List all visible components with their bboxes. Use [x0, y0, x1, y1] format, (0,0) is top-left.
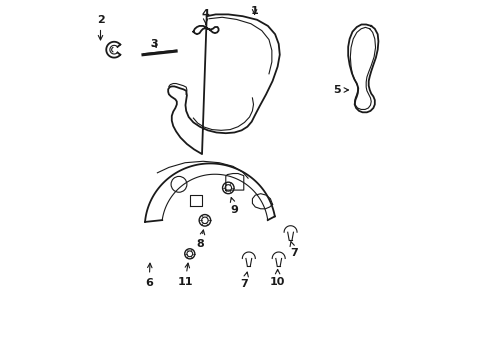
Text: 1: 1 — [250, 6, 258, 16]
Text: 8: 8 — [196, 230, 204, 249]
Text: 9: 9 — [230, 198, 238, 215]
Text: 4: 4 — [201, 9, 209, 24]
Text: 3: 3 — [150, 39, 157, 49]
Text: 11: 11 — [177, 263, 192, 287]
Text: 7: 7 — [289, 242, 298, 258]
Text: 6: 6 — [145, 263, 153, 288]
Text: 2: 2 — [97, 15, 104, 40]
Text: 5: 5 — [333, 85, 348, 95]
Text: 10: 10 — [269, 269, 285, 287]
Text: 7: 7 — [240, 272, 248, 289]
